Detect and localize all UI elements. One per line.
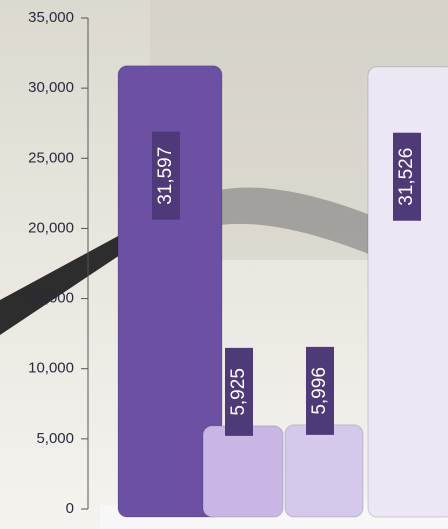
bar [284,424,364,518]
y-tick-label: 30,000 [28,79,74,96]
value-label: 31,597 [155,147,176,205]
value-label-box [393,132,421,221]
y-tick-label: 35,000 [28,9,74,26]
value-label-box [152,131,180,220]
y-tick-label: 25,000 [28,149,74,166]
value-label: 5,925 [228,368,249,416]
value-label-box [306,346,334,435]
dark-band [0,235,120,335]
y-tick-label: 5,000 [36,430,74,447]
bar [117,65,223,518]
bar [367,66,448,518]
y-tick-label: 20,000 [28,219,74,236]
y-tick-label: 15,000 [28,290,74,307]
y-tick-label: 0 [66,500,74,517]
y-tick-label: 10,000 [28,360,74,377]
value-label-box [225,347,253,436]
value-label: 5,996 [309,367,330,415]
grey-band [220,187,448,290]
bar [202,425,284,518]
value-label: 31,526 [396,148,417,206]
